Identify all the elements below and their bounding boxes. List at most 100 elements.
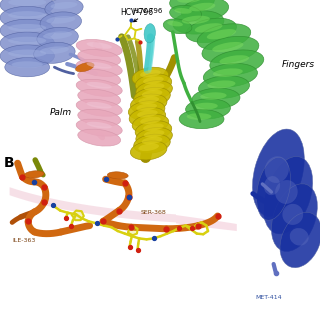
Ellipse shape <box>264 176 280 195</box>
Ellipse shape <box>134 87 170 107</box>
Ellipse shape <box>76 79 122 96</box>
Ellipse shape <box>163 19 192 34</box>
Ellipse shape <box>135 121 172 140</box>
Ellipse shape <box>45 0 83 18</box>
Ellipse shape <box>213 68 243 77</box>
Text: Fingers: Fingers <box>282 60 315 68</box>
Text: MET-414: MET-414 <box>255 295 282 300</box>
Ellipse shape <box>189 3 215 11</box>
Ellipse shape <box>136 103 157 111</box>
Ellipse shape <box>142 90 162 98</box>
Ellipse shape <box>40 12 82 33</box>
Ellipse shape <box>140 70 161 77</box>
Ellipse shape <box>37 27 78 48</box>
Ellipse shape <box>192 88 240 109</box>
Ellipse shape <box>140 117 161 124</box>
Ellipse shape <box>203 63 258 87</box>
Ellipse shape <box>34 42 75 63</box>
Ellipse shape <box>128 101 165 120</box>
Ellipse shape <box>46 16 75 24</box>
Ellipse shape <box>177 0 202 3</box>
Ellipse shape <box>0 32 54 54</box>
Ellipse shape <box>51 2 77 9</box>
Ellipse shape <box>144 24 156 43</box>
Ellipse shape <box>200 92 227 100</box>
Ellipse shape <box>0 0 54 16</box>
Ellipse shape <box>212 42 244 52</box>
Ellipse shape <box>220 55 249 65</box>
Ellipse shape <box>207 29 236 39</box>
Ellipse shape <box>78 69 121 86</box>
Text: HCV-796: HCV-796 <box>120 8 153 17</box>
Ellipse shape <box>197 24 251 50</box>
Ellipse shape <box>143 76 164 84</box>
Ellipse shape <box>186 18 236 43</box>
Ellipse shape <box>136 81 172 100</box>
Ellipse shape <box>136 127 172 147</box>
Text: Palm: Palm <box>50 108 72 116</box>
Ellipse shape <box>8 0 46 6</box>
Ellipse shape <box>76 63 94 72</box>
Ellipse shape <box>252 129 304 217</box>
Ellipse shape <box>86 102 112 108</box>
Ellipse shape <box>86 82 112 89</box>
Ellipse shape <box>76 99 122 116</box>
Ellipse shape <box>86 42 112 49</box>
Ellipse shape <box>207 80 236 89</box>
Ellipse shape <box>108 172 128 179</box>
Ellipse shape <box>5 58 50 77</box>
Text: SER-368: SER-368 <box>141 210 166 215</box>
Polygon shape <box>72 211 84 220</box>
Ellipse shape <box>0 45 54 67</box>
Ellipse shape <box>76 39 122 57</box>
Ellipse shape <box>129 108 166 126</box>
Ellipse shape <box>43 31 72 39</box>
Ellipse shape <box>195 23 222 33</box>
Ellipse shape <box>186 99 230 119</box>
Ellipse shape <box>174 8 192 14</box>
Ellipse shape <box>290 228 309 245</box>
Ellipse shape <box>135 74 172 93</box>
Ellipse shape <box>142 137 162 144</box>
Ellipse shape <box>202 36 259 63</box>
Ellipse shape <box>187 113 211 120</box>
Ellipse shape <box>257 157 291 220</box>
Ellipse shape <box>263 156 313 234</box>
Ellipse shape <box>78 129 121 146</box>
Ellipse shape <box>144 130 164 138</box>
Ellipse shape <box>198 76 250 99</box>
Ellipse shape <box>144 83 164 91</box>
Ellipse shape <box>275 180 298 204</box>
Ellipse shape <box>193 103 218 110</box>
Ellipse shape <box>170 0 214 12</box>
Ellipse shape <box>134 134 170 153</box>
Ellipse shape <box>76 59 122 76</box>
Ellipse shape <box>265 156 289 183</box>
Ellipse shape <box>8 50 46 57</box>
Ellipse shape <box>167 21 183 27</box>
Ellipse shape <box>182 16 210 24</box>
Ellipse shape <box>280 212 320 268</box>
Text: HCV-796: HCV-796 <box>133 8 163 22</box>
Ellipse shape <box>78 109 121 126</box>
Ellipse shape <box>86 122 112 128</box>
Ellipse shape <box>78 89 121 106</box>
Ellipse shape <box>138 143 159 151</box>
Ellipse shape <box>76 119 122 136</box>
Ellipse shape <box>282 204 303 225</box>
Ellipse shape <box>137 110 158 117</box>
Ellipse shape <box>143 123 164 131</box>
Ellipse shape <box>170 5 202 21</box>
Ellipse shape <box>131 94 167 113</box>
Ellipse shape <box>12 61 43 68</box>
Polygon shape <box>10 187 176 222</box>
Polygon shape <box>176 215 237 231</box>
Ellipse shape <box>40 46 69 54</box>
Ellipse shape <box>8 37 46 44</box>
Ellipse shape <box>86 62 112 69</box>
Ellipse shape <box>0 19 54 42</box>
Ellipse shape <box>179 109 224 129</box>
Ellipse shape <box>210 50 264 75</box>
Text: B: B <box>4 156 14 170</box>
Ellipse shape <box>138 97 159 104</box>
